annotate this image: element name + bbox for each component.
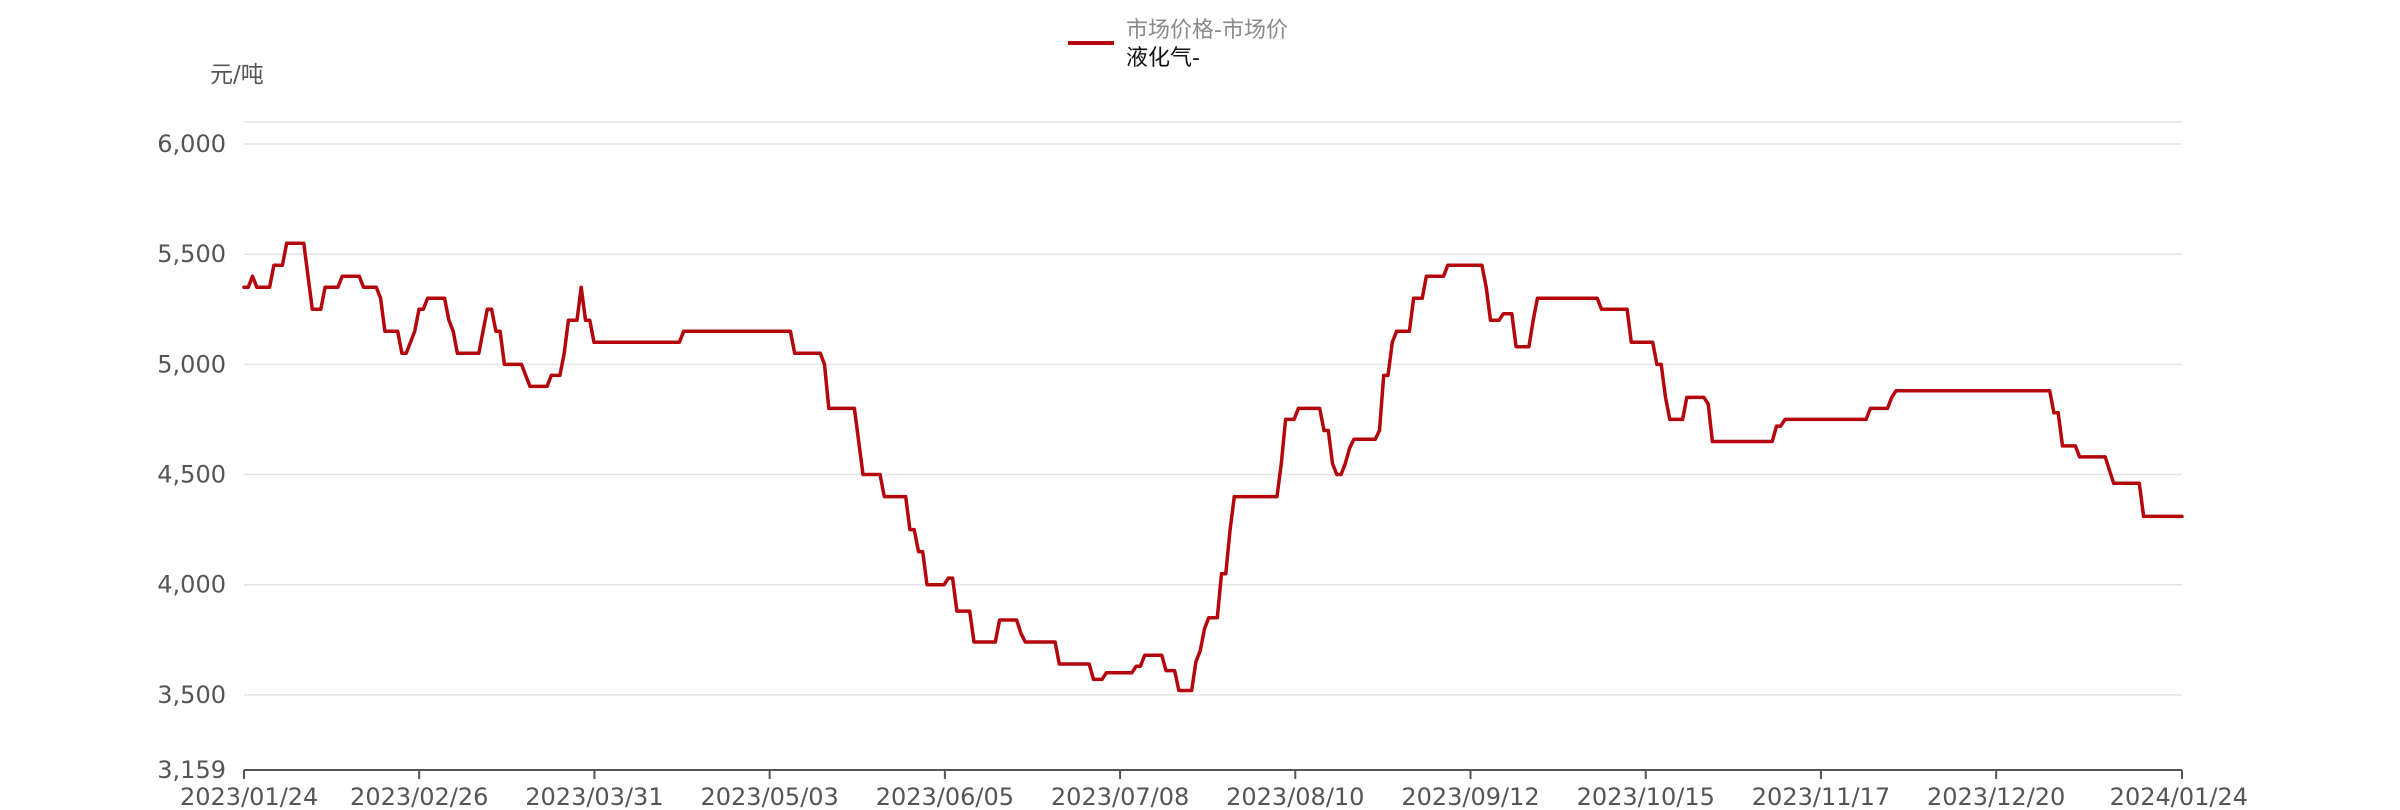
y-tick-label: 5,500: [157, 240, 226, 268]
y-tick-label: 6,000: [157, 130, 226, 158]
x-tick-label: 2023/10/15: [1577, 783, 1715, 810]
y-axis-unit-label: 元/吨: [210, 62, 264, 88]
x-tick-label: 2023/08/10: [1226, 783, 1364, 810]
y-tick-label: 4,000: [157, 571, 226, 599]
x-axis: 2023/01/24 2023/02/26 2023/03/31 2023/05/03…: [180, 769, 2248, 810]
series-area: [242, 241, 2184, 693]
y-axis: 6,000 5,500 5,000 4,500 4,000 3,500 3,159: [157, 130, 226, 784]
x-tick-label: 2023/03/31: [525, 783, 663, 810]
legend-label-line1: 市场价格-市场价: [1126, 18, 1288, 43]
series-line[interactable]: [242, 241, 2184, 693]
x-tick-label: 2023/12/20: [1927, 783, 2065, 810]
x-tick-label: 2023/01/24: [180, 783, 318, 810]
x-tick-label: 2023/06/05: [876, 783, 1014, 810]
y-tick-label: 5,000: [157, 350, 226, 378]
x-tick-label: 2023/11/17: [1752, 783, 1890, 810]
x-tick-label: 2023/05/03: [700, 783, 838, 810]
legend-label-line2: 液化气-: [1126, 46, 1200, 71]
y-tick-label: 3,500: [157, 681, 226, 709]
x-tick-label: 2023/09/12: [1401, 783, 1539, 810]
legend[interactable]: 市场价格-市场价 液化气-: [1068, 18, 1288, 71]
x-tick-label: 2024/01/24: [2110, 783, 2248, 810]
gridlines: [244, 121, 2182, 696]
y-tick-label-min: 3,159: [157, 756, 226, 784]
x-tick-label: 2023/07/08: [1051, 783, 1189, 810]
x-tick-label: 2023/02/26: [350, 783, 488, 810]
y-tick-label: 4,500: [157, 461, 226, 489]
